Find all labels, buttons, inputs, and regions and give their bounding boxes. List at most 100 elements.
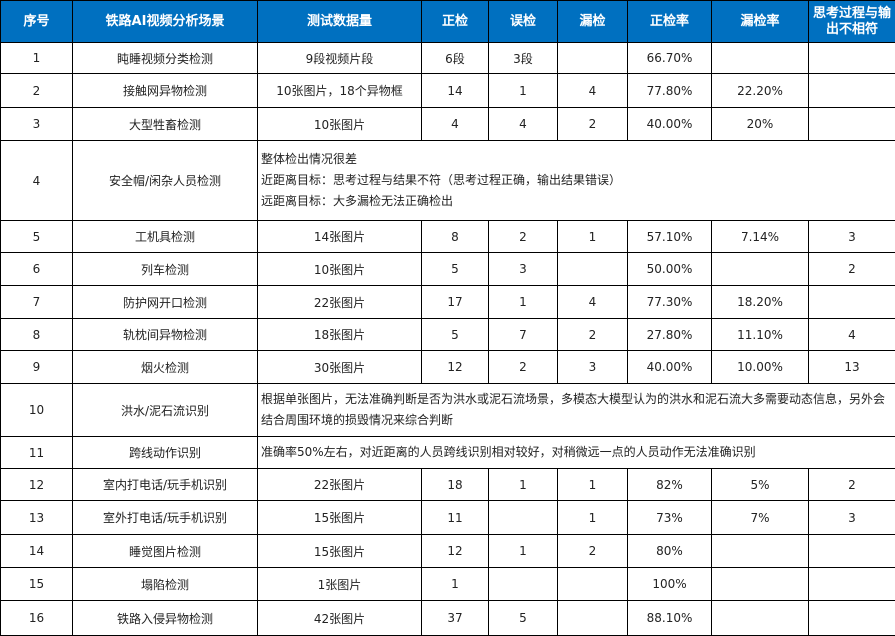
column-header: 测试数据量: [257, 0, 422, 43]
table-cell: 1: [421, 567, 489, 601]
table-row: 3 大型牲畜检测 10张图片 4 4 2 40.00% 20%: [0, 107, 895, 141]
table-cell: 20%: [711, 107, 809, 141]
table-cell: 1: [0, 42, 73, 74]
table-cell: 22张图片: [257, 468, 422, 501]
table-cell: 11: [0, 436, 73, 469]
table-cell: 5: [421, 252, 489, 286]
table-cell: 7: [0, 285, 73, 319]
table-cell: 15张图片: [257, 534, 422, 568]
table-row: 16 铁路入侵异物检测 42张图片 37 5 88.10%: [0, 600, 895, 636]
column-header: 序号: [0, 0, 73, 43]
table-cell: 18: [421, 468, 489, 501]
table-row: 10 洪水/泥石流识别 根据单张图片，无法准确判断是否为洪水或泥石流场景，多模态大模…: [0, 383, 895, 437]
table-row: 1 盹睡视频分类检测 9段视频片段 6段 3段 66.70%: [0, 42, 895, 74]
table-cell: 57.10%: [627, 220, 712, 253]
table-cell: 铁路入侵异物检测: [72, 600, 258, 636]
table-cell: 轨枕间异物检测: [72, 318, 258, 351]
table-cell: [808, 42, 895, 74]
table-cell: 塌陷检测: [72, 567, 258, 601]
table-row: 14 睡觉图片检测 15张图片 12 1 2 80%: [0, 534, 895, 568]
table-cell: 10张图片，18个异物框: [257, 73, 422, 108]
table-cell: 4: [0, 140, 73, 221]
column-header: 正检: [421, 0, 489, 43]
table-cell: 22.20%: [711, 73, 809, 108]
table-cell: 3: [808, 220, 895, 253]
table-cell: 17: [421, 285, 489, 319]
table-cell: 40.00%: [627, 350, 712, 384]
table-cell: 5: [421, 318, 489, 351]
table-cell: [808, 534, 895, 568]
table-cell: 4: [488, 107, 558, 141]
table-row: 2 接触网异物检测 10张图片，18个异物框 14 1 4 77.80% 22.20%: [0, 73, 895, 108]
column-header: 正检率: [627, 0, 712, 43]
table-cell: 30张图片: [257, 350, 422, 384]
table-cell: [711, 567, 809, 601]
table-cell: 3: [488, 252, 558, 286]
table-cell: 10张图片: [257, 107, 422, 141]
table-cell: 9段视频片段: [257, 42, 422, 74]
table-row: 6 列车检测 10张图片 5 3 50.00% 2: [0, 252, 895, 286]
table-cell: 睡觉图片检测: [72, 534, 258, 568]
table-cell: 列车检测: [72, 252, 258, 286]
table-cell: 10张图片: [257, 252, 422, 286]
table-cell: 1: [488, 534, 558, 568]
table-cell: [557, 567, 628, 601]
table-cell: 80%: [627, 534, 712, 568]
table-cell: 烟火检测: [72, 350, 258, 384]
table-cell: 4: [421, 107, 489, 141]
table-cell: 14: [421, 73, 489, 108]
table-cell: [488, 500, 558, 535]
table-cell: 7: [488, 318, 558, 351]
table-cell: 12: [421, 534, 489, 568]
table-cell: [808, 600, 895, 636]
column-header: 漏检率: [711, 0, 809, 43]
table-cell: 14: [0, 534, 73, 568]
table-cell: [808, 73, 895, 108]
table-cell: 88.10%: [627, 600, 712, 636]
table-cell: 防护网开口检测: [72, 285, 258, 319]
table-cell: 2: [557, 534, 628, 568]
table-cell: 15: [0, 567, 73, 601]
table-cell: 42张图片: [257, 600, 422, 636]
table-cell: 2: [808, 252, 895, 286]
table-cell: 3: [0, 107, 73, 141]
table-cell: 1: [557, 220, 628, 253]
table-cell: [711, 252, 809, 286]
table-cell: 8: [421, 220, 489, 253]
table-cell: 洪水/泥石流识别: [72, 383, 258, 437]
table-cell: 3: [557, 350, 628, 384]
table-cell: 接触网异物检测: [72, 73, 258, 108]
table-row: 12 室内打电话/玩手机识别 22张图片 18 1 1 82% 5% 2: [0, 468, 895, 501]
table-cell: 1: [557, 500, 628, 535]
table-cell: [711, 600, 809, 636]
note-line: 根据单张图片，无法准确判断是否为洪水或泥石流场景，多模态大模型认为的洪水和泥石流…: [261, 392, 886, 427]
table-cell: 4: [808, 318, 895, 351]
table-cell: 工机具检测: [72, 220, 258, 253]
table-cell: 1张图片: [257, 567, 422, 601]
table-cell: 安全帽/闲杂人员检测: [72, 140, 258, 221]
table-cell: 11: [421, 500, 489, 535]
table-cell: [808, 285, 895, 319]
table-cell: 66.70%: [627, 42, 712, 74]
table-row: 4 安全帽/闲杂人员检测 整体检出情况很差 近距离目标：思考过程与结果不符（思考过程正…: [0, 140, 895, 221]
table-cell: 27.80%: [627, 318, 712, 351]
table-cell: 4: [557, 73, 628, 108]
table-cell: [808, 567, 895, 601]
table-cell: 6: [0, 252, 73, 286]
table-row: 5 工机具检测 14张图片 8 2 1 57.10% 7.14% 3: [0, 220, 895, 253]
table-cell: 73%: [627, 500, 712, 535]
table-cell: 15张图片: [257, 500, 422, 535]
table-cell: [711, 534, 809, 568]
table-cell: [557, 42, 628, 74]
table-cell: 室外打电话/玩手机识别: [72, 500, 258, 535]
header-row: 序号 铁路AI视频分析场景 测试数据量 正检 误检 漏检 正检率 漏检率 思考过程与输出不相符: [0, 0, 895, 43]
table-cell: [808, 107, 895, 141]
table-cell: 12: [0, 468, 73, 501]
table-cell: 跨线动作识别: [72, 436, 258, 469]
note-line: 整体检出情况很差: [261, 152, 358, 166]
table-cell: 16: [0, 600, 73, 636]
table-cell: 2: [808, 468, 895, 501]
note-cell: 准确率50%左右，对近距离的人员跨线识别相对较好，对稍微远一点的人员动作无法准确…: [257, 436, 895, 469]
table-cell: 82%: [627, 468, 712, 501]
